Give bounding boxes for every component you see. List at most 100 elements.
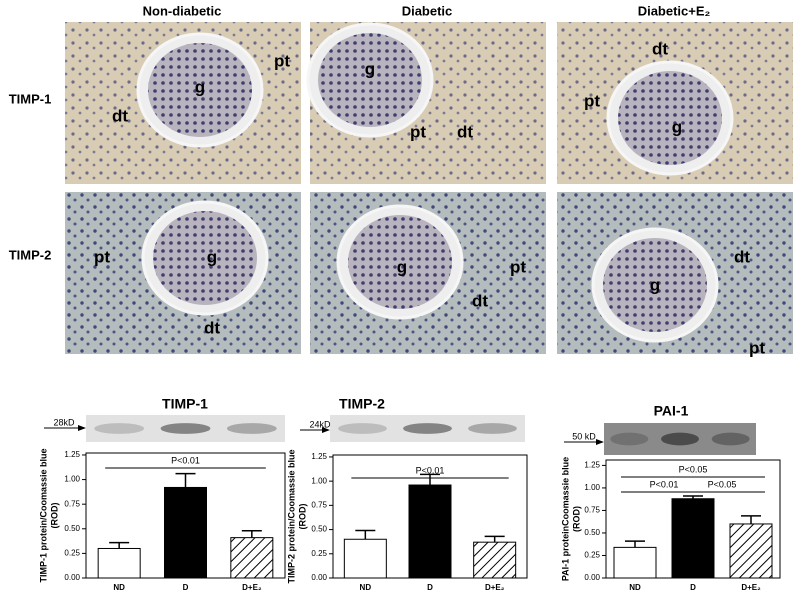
row-label: TIMP-2 (9, 247, 52, 262)
y-tick-label: 0.00 (584, 573, 600, 582)
blot-band (338, 423, 387, 434)
y-tick-label: 0.00 (311, 573, 327, 582)
micrograph: dt g pt (557, 192, 793, 357)
micrograph: g pt dt (306, 22, 546, 184)
y-tick-label: 1.25 (64, 450, 80, 459)
tissue-label: g (207, 247, 217, 266)
y-tick-label: 1.25 (584, 461, 600, 470)
bar (671, 498, 715, 579)
blot-band (94, 423, 145, 434)
x-tick-label: D+E₂ (242, 583, 262, 592)
tissue-label: dt (204, 318, 220, 337)
y-tick-label: 0.25 (311, 549, 327, 558)
blot-size-label: 24kD (309, 419, 331, 429)
micrograph: pt g dt (65, 22, 301, 184)
column-header: Non-diabetic (143, 3, 222, 18)
significance-label: P<0.05 (708, 479, 737, 489)
glomerulus (153, 211, 257, 305)
chart-title: TIMP-1 (162, 396, 208, 412)
tissue-label: pt (274, 51, 290, 70)
glomerulus (318, 33, 422, 127)
y-tick-label: 0.25 (64, 549, 80, 558)
tissue-label: pt (749, 338, 765, 357)
x-tick-label: ND (360, 583, 372, 592)
y-tick-label: 0.25 (584, 551, 600, 560)
blot-size-label: 50 kD (572, 431, 596, 441)
glomerulus (618, 71, 722, 165)
glomerulus (348, 215, 452, 309)
bar (473, 541, 517, 579)
blot-arrow-head (322, 427, 330, 433)
y-tick-label: 0.50 (311, 525, 327, 534)
column-header: Diabetic (402, 3, 453, 18)
tissue-label: dt (457, 122, 473, 141)
significance-label: P<0.01 (416, 465, 445, 475)
tissue-label: pt (510, 257, 526, 276)
tissue-label: pt (410, 122, 426, 141)
tissue-label: g (672, 117, 682, 136)
tissue-label: g (365, 59, 375, 78)
y-axis-label: (ROD) (49, 503, 59, 529)
y-axis-label: TIMP-1 protein/Coomassie blue (38, 448, 48, 582)
significance-label: P<0.01 (171, 455, 200, 465)
micrograph: pt g dt (65, 192, 301, 354)
figure-content: Non-diabetic Diabetic Diabetic+E₂ TIMP-1 TIM… (9, 3, 793, 592)
y-tick-label: 0.75 (64, 499, 80, 508)
y-tick-label: 1.25 (311, 452, 327, 461)
glomerulus (148, 43, 252, 137)
micrograph: dt pt g (557, 22, 793, 184)
x-tick-label: D (427, 583, 433, 592)
y-axis-label: TIMP-2 protein/Coomassie blue (286, 449, 296, 583)
chart-title: TIMP-2 (339, 396, 385, 412)
bar (613, 546, 657, 579)
blot-band (226, 423, 277, 434)
bar (230, 537, 274, 579)
y-axis-label: (ROD) (297, 504, 307, 530)
blot-band (468, 423, 517, 434)
blot-band (661, 432, 699, 446)
x-tick-label: ND (113, 583, 125, 592)
blot-band (610, 432, 649, 446)
y-tick-label: 1.00 (311, 476, 327, 485)
y-tick-label: 0.75 (311, 500, 327, 509)
tissue-label: g (195, 77, 205, 96)
x-tick-label: ND (629, 583, 641, 592)
tissue-label: pt (94, 247, 110, 266)
y-tick-label: 0.75 (584, 506, 600, 515)
bar (408, 484, 452, 579)
tissue-label: g (397, 257, 407, 276)
blot-band (160, 423, 211, 434)
bar (97, 547, 141, 579)
x-tick-label: D (690, 583, 696, 592)
bar (343, 538, 387, 579)
significance-label: P<0.05 (679, 464, 708, 474)
x-tick-label: D+E₂ (741, 583, 761, 592)
y-axis-label: PAI-1 proteinCoomassie blue (560, 457, 570, 581)
tissue-label: dt (734, 247, 750, 266)
y-tick-label: 0.50 (584, 528, 600, 537)
y-tick-label: 1.00 (584, 483, 600, 492)
blot-arrow-head (596, 439, 604, 445)
x-tick-label: D (183, 583, 189, 592)
y-tick-label: 1.00 (64, 475, 80, 484)
blot-size-label: 28kD (53, 417, 75, 427)
y-tick-label: 0.00 (64, 573, 80, 582)
tissue-label: pt (584, 91, 600, 110)
tissue-label: g (650, 275, 660, 294)
y-tick-label: 0.50 (64, 524, 80, 533)
micrograph: g pt dt (310, 192, 546, 354)
tissue-label: dt (112, 106, 128, 125)
glomerulus (603, 238, 707, 332)
blot-arrow-head (78, 425, 86, 431)
y-axis-label: (ROD) (571, 506, 581, 532)
tissue-label: dt (472, 291, 488, 310)
bar (729, 523, 773, 579)
significance-label: P<0.01 (650, 479, 679, 489)
row-label: TIMP-1 (9, 91, 52, 106)
x-tick-label: D+E₂ (485, 583, 505, 592)
blot-band (403, 423, 452, 434)
chart-title: PAI-1 (654, 403, 689, 419)
column-header: Diabetic+E₂ (638, 3, 711, 18)
bar (164, 486, 207, 579)
